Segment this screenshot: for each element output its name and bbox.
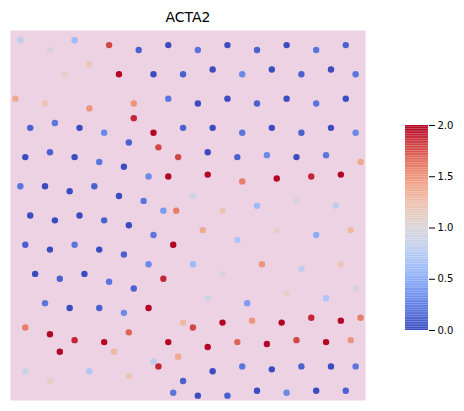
svg-text:2.0: 2.0 xyxy=(438,120,454,131)
svg-text:0.0: 0.0 xyxy=(438,325,454,336)
svg-text:0.5: 0.5 xyxy=(438,273,454,284)
svg-text:1.0: 1.0 xyxy=(438,222,454,233)
svg-text:ACTA2: ACTA2 xyxy=(165,9,210,25)
svg-text:1.5: 1.5 xyxy=(438,171,454,182)
